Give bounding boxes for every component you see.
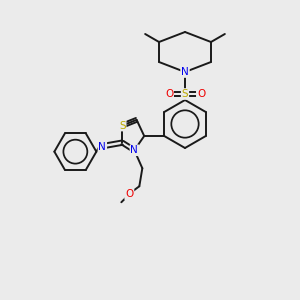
Text: N: N	[181, 67, 189, 77]
Text: N: N	[130, 145, 138, 155]
Text: O: O	[197, 89, 205, 99]
Text: O: O	[125, 189, 134, 199]
Text: O: O	[165, 89, 173, 99]
Text: N: N	[98, 142, 106, 152]
Text: S: S	[119, 121, 126, 130]
Text: S: S	[182, 89, 188, 99]
